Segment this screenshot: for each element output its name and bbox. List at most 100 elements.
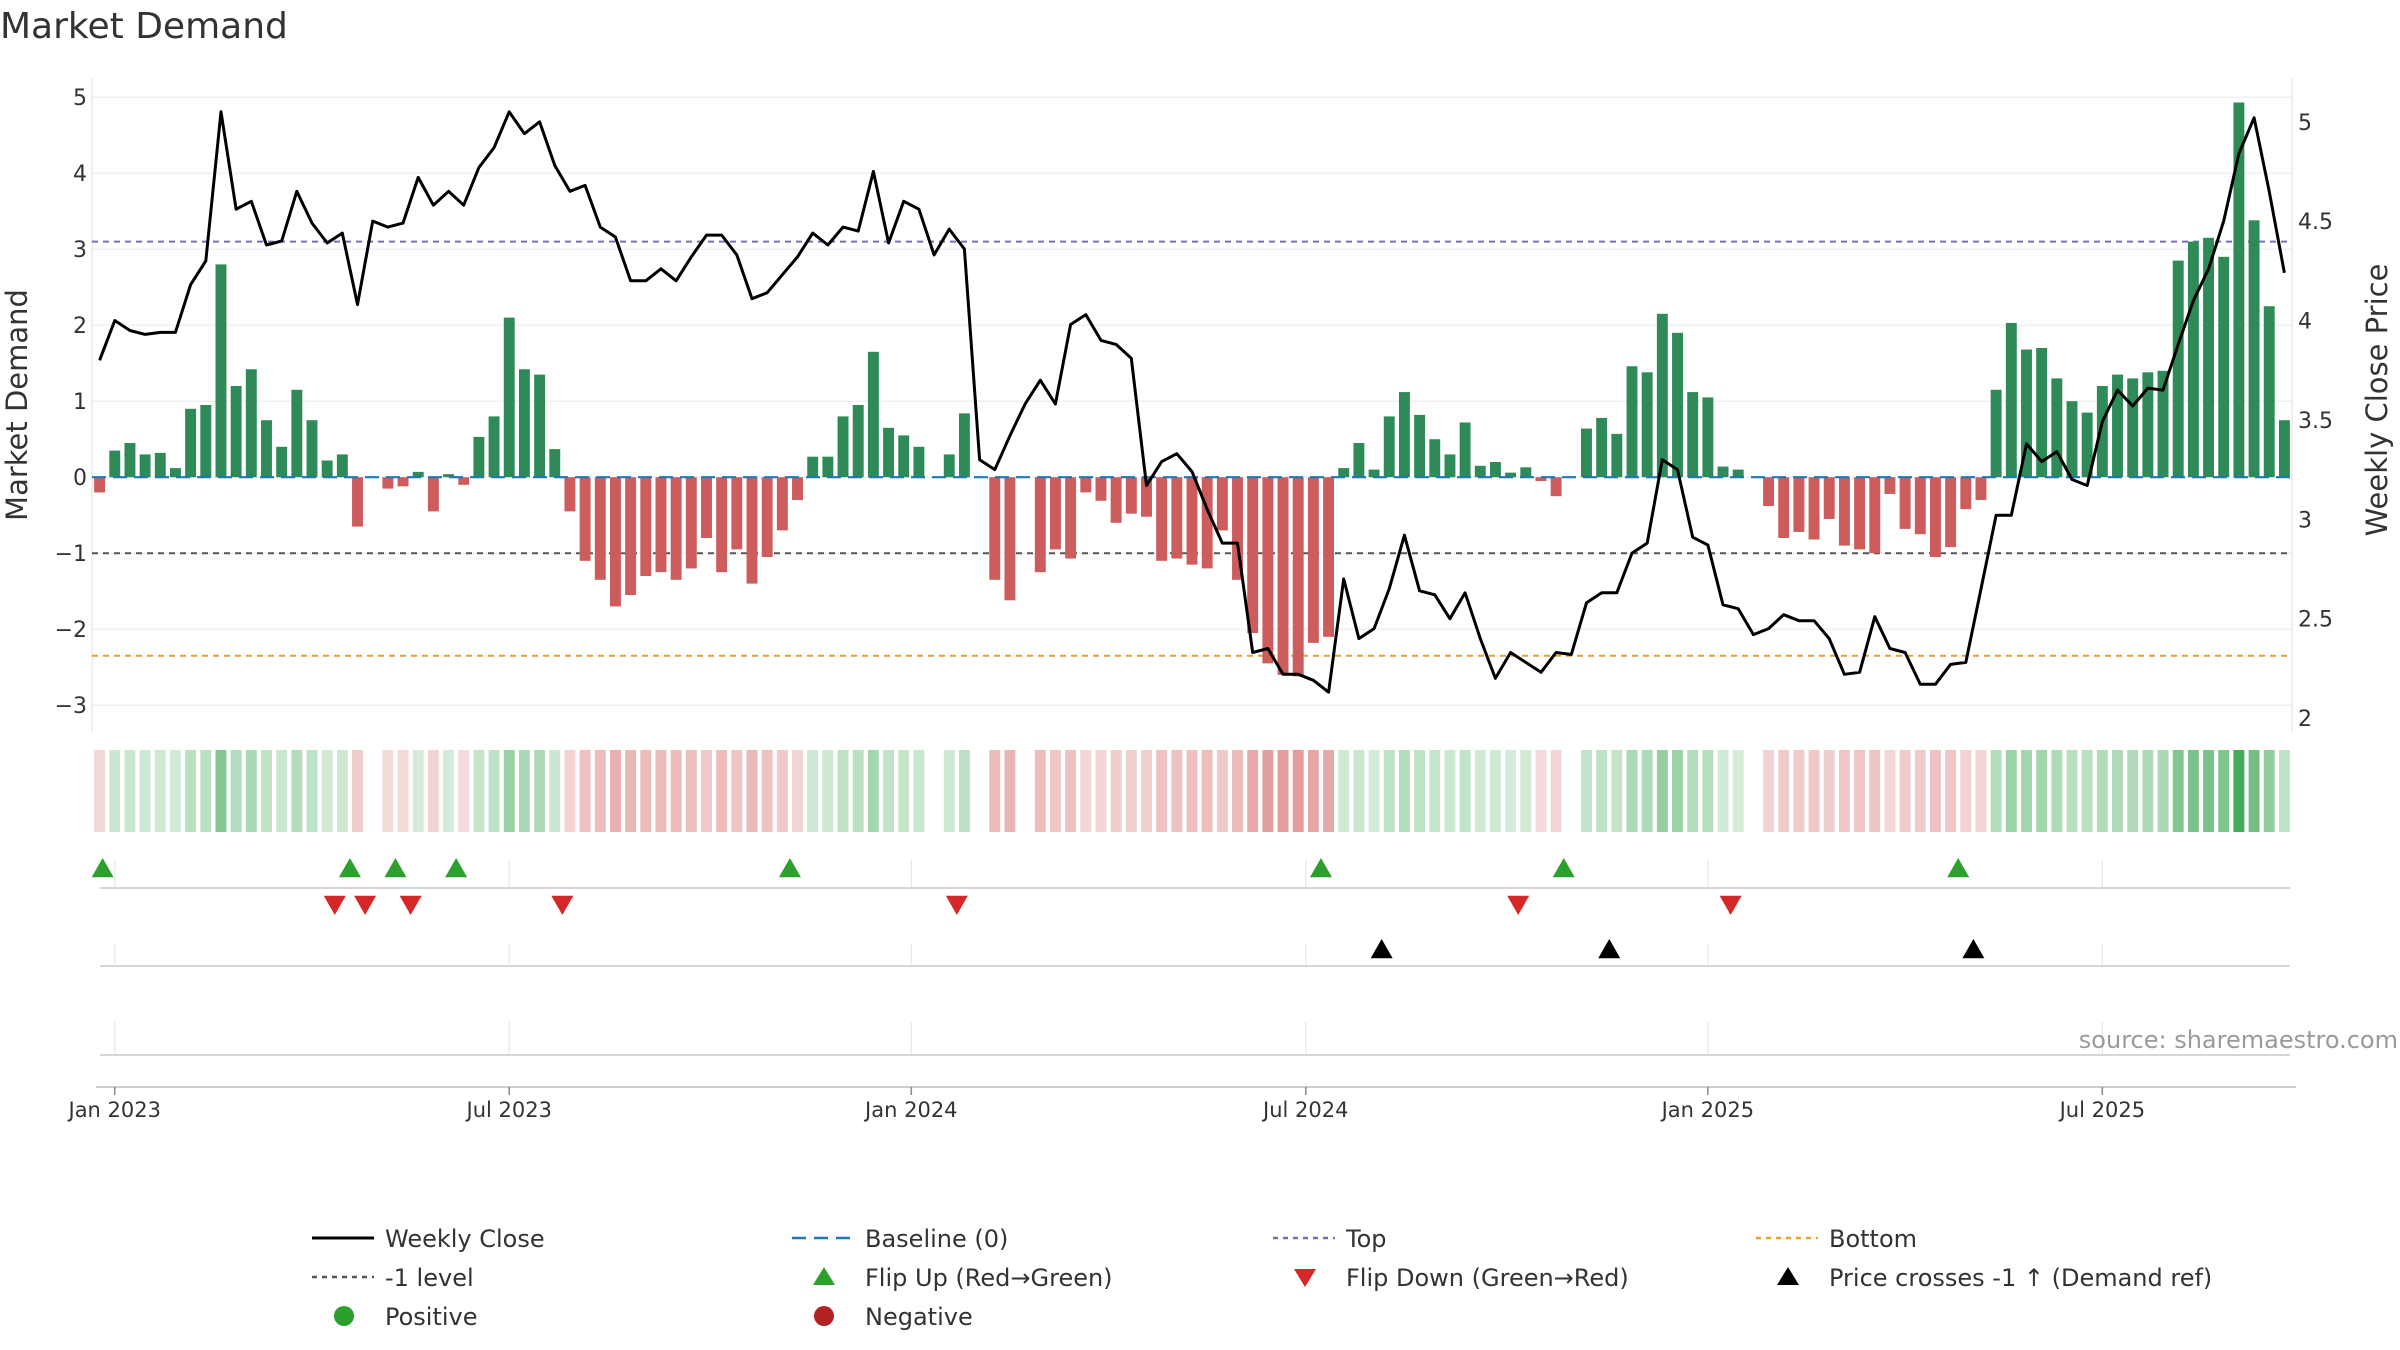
demand-bar-positive <box>1444 454 1456 478</box>
demand-heat-cell <box>382 750 394 832</box>
demand-heat-cell <box>1474 750 1486 832</box>
demand-heat-cell <box>867 750 879 832</box>
legend-label: Negative <box>865 1303 973 1331</box>
demand-heat-cell <box>1277 750 1289 832</box>
demand-heat-cell <box>685 750 697 832</box>
demand-bar-negative <box>1247 477 1259 633</box>
y-right-tick-label: 2 <box>2298 707 2312 732</box>
demand-heat-cell <box>1899 750 1911 832</box>
demand-heat-cell <box>1550 750 1562 832</box>
demand-heat-cell <box>1383 750 1395 832</box>
demand-bar-positive <box>1520 467 1532 478</box>
demand-bar-positive <box>1641 372 1653 478</box>
legend-swatch-circle <box>814 1306 834 1326</box>
demand-heat-cell <box>1596 750 1608 832</box>
demand-heat-cell <box>1247 750 1259 832</box>
demand-heat-cell <box>336 750 348 832</box>
demand-bar-negative <box>427 477 439 512</box>
demand-heat-cell <box>2096 750 2108 832</box>
demand-bar-positive <box>518 369 530 478</box>
demand-bar-negative <box>1141 477 1152 517</box>
demand-bar-negative <box>761 477 773 557</box>
demand-heat-cell <box>1125 750 1137 832</box>
legend-item: Bottom <box>1756 1225 1917 1253</box>
demand-heat-cell <box>1141 750 1152 832</box>
demand-heat-cell <box>1838 750 1850 832</box>
demand-heat-cell <box>958 750 970 832</box>
demand-bar-positive <box>822 456 834 478</box>
y-left-tick-label: −3 <box>55 694 87 719</box>
demand-heat-cell <box>1110 750 1122 832</box>
x-axis-tick-label: Jan 2025 <box>1660 1098 1755 1122</box>
demand-heat-cell <box>261 750 272 832</box>
demand-heat-cell <box>443 750 455 832</box>
demand-heat-cell <box>731 750 743 832</box>
flip-down-marker <box>399 895 422 915</box>
demand-heat-cell <box>1717 750 1729 832</box>
flip-down-marker <box>323 895 346 915</box>
demand-bar-negative <box>746 477 758 584</box>
legend-label: Bottom <box>1829 1225 1917 1253</box>
demand-heat-cell <box>1095 750 1107 832</box>
demand-bar-positive <box>1368 469 1380 478</box>
demand-bar-negative <box>94 477 106 493</box>
demand-bar-negative <box>397 477 409 487</box>
demand-bar-negative <box>1171 477 1183 559</box>
demand-bar-negative <box>1034 477 1046 573</box>
demand-bar-positive <box>1474 465 1486 478</box>
demand-bar-positive <box>943 454 955 478</box>
demand-bar-negative <box>625 477 637 595</box>
demand-heat-cell <box>776 750 788 832</box>
demand-bar-positive <box>2157 370 2169 478</box>
demand-bar-positive <box>2142 372 2154 478</box>
demand-bar-negative <box>1945 477 1957 548</box>
demand-heat-cell <box>1065 750 1077 832</box>
demand-bar-negative <box>701 477 712 538</box>
demand-heat-cell <box>807 750 819 832</box>
demand-bar-positive <box>2051 378 2063 478</box>
y-left-tick-label: 4 <box>73 162 87 187</box>
flip-down-marker <box>354 895 377 915</box>
x-axis-tick-label: Jul 2023 <box>465 1098 552 1122</box>
demand-bar-positive <box>1687 392 1699 478</box>
demand-bar-negative <box>1550 477 1562 497</box>
x-axis-tick-label: Jul 2025 <box>2058 1098 2145 1122</box>
demand-bar-positive <box>336 454 348 478</box>
demand-bar-positive <box>276 446 288 478</box>
x-axis-tick-label: Jan 2023 <box>67 1098 162 1122</box>
flip-up-marker <box>1947 858 1970 878</box>
demand-bar-positive <box>443 474 455 478</box>
demand-bar-positive <box>124 443 136 478</box>
demand-bar-positive <box>1383 416 1395 478</box>
demand-bar-negative <box>1778 477 1790 538</box>
demand-heat-cell <box>427 750 439 832</box>
demand-heat-cell <box>2066 750 2078 832</box>
demand-bar-positive <box>1505 472 1517 478</box>
flip-up-marker <box>91 858 114 878</box>
demand-bar-positive <box>139 454 151 478</box>
demand-heat-cell <box>1004 750 1016 832</box>
demand-bar-positive <box>2233 102 2245 478</box>
demand-bar-positive <box>154 452 166 478</box>
demand-bar-negative <box>989 477 1001 580</box>
source-attribution: source: sharemaestro.com <box>2079 1026 2398 1054</box>
demand-heat-cell <box>1156 750 1168 832</box>
legend-label: Positive <box>385 1303 478 1331</box>
demand-heat-cell <box>579 750 591 832</box>
demand-heat-cell <box>1444 750 1456 832</box>
demand-heat-cell <box>2036 750 2048 832</box>
demand-heat-cell <box>1201 750 1213 832</box>
demand-heat-cell <box>1489 750 1501 832</box>
demand-bar-negative <box>655 477 667 573</box>
flip-down-marker <box>551 895 574 915</box>
demand-bar-positive <box>1717 466 1729 478</box>
demand-bar-negative <box>1323 477 1335 637</box>
demand-bar-positive <box>321 460 333 478</box>
demand-bar-positive <box>1414 414 1426 478</box>
demand-heat-cell <box>185 750 197 832</box>
demand-bar-positive <box>1459 422 1471 478</box>
demand-heat-cell <box>245 750 257 832</box>
demand-heat-cell <box>1353 750 1365 832</box>
demand-bar-negative <box>792 477 803 500</box>
